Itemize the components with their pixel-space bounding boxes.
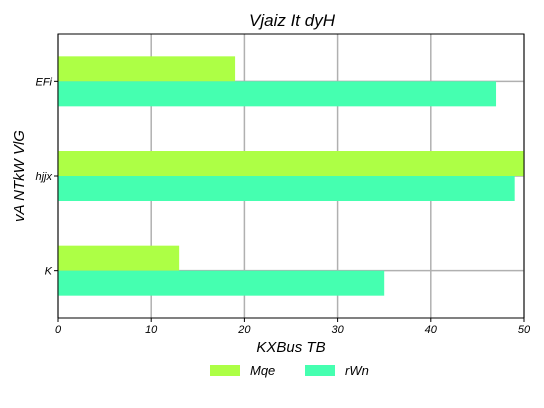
y-tick-label-K: K <box>45 266 53 278</box>
bar-rWn-hjjx <box>58 176 515 201</box>
x-axis-ticks: 0 10 20 30 40 50 <box>55 318 531 336</box>
bar-Mqe-hjjx <box>58 151 524 176</box>
bar-rWn-K <box>58 270 385 296</box>
y-axis-ticks: EFi hjjx K <box>35 76 58 278</box>
bars <box>58 56 524 296</box>
legend-swatch-Mqe <box>210 365 240 376</box>
x-tick-label: 20 <box>237 324 251 336</box>
x-tick-label: 0 <box>55 324 62 336</box>
x-tick-label: 10 <box>145 324 158 336</box>
y-tick-label-hjjx: hjjx <box>35 171 52 183</box>
legend-label-rWn: rWn <box>345 363 369 378</box>
x-tick-label: 30 <box>331 324 344 336</box>
y-tick-label-EFi: EFi <box>36 76 53 88</box>
legend: Mqe rWn <box>210 363 369 378</box>
chart-title: Vjaiz It dyH <box>249 11 336 30</box>
bar-Mqe-EFi <box>58 56 236 82</box>
bar-rWn-EFi <box>58 81 497 107</box>
y-axis-label: vA NTkW VlG <box>11 130 28 222</box>
x-tick-label: 40 <box>425 324 438 336</box>
x-axis-label: KXBus TB <box>256 339 325 356</box>
legend-label-Mqe: Mqe <box>250 363 275 378</box>
bar-Mqe-K <box>58 245 180 271</box>
legend-swatch-rWn <box>305 365 335 376</box>
x-tick-label: 50 <box>518 324 531 336</box>
